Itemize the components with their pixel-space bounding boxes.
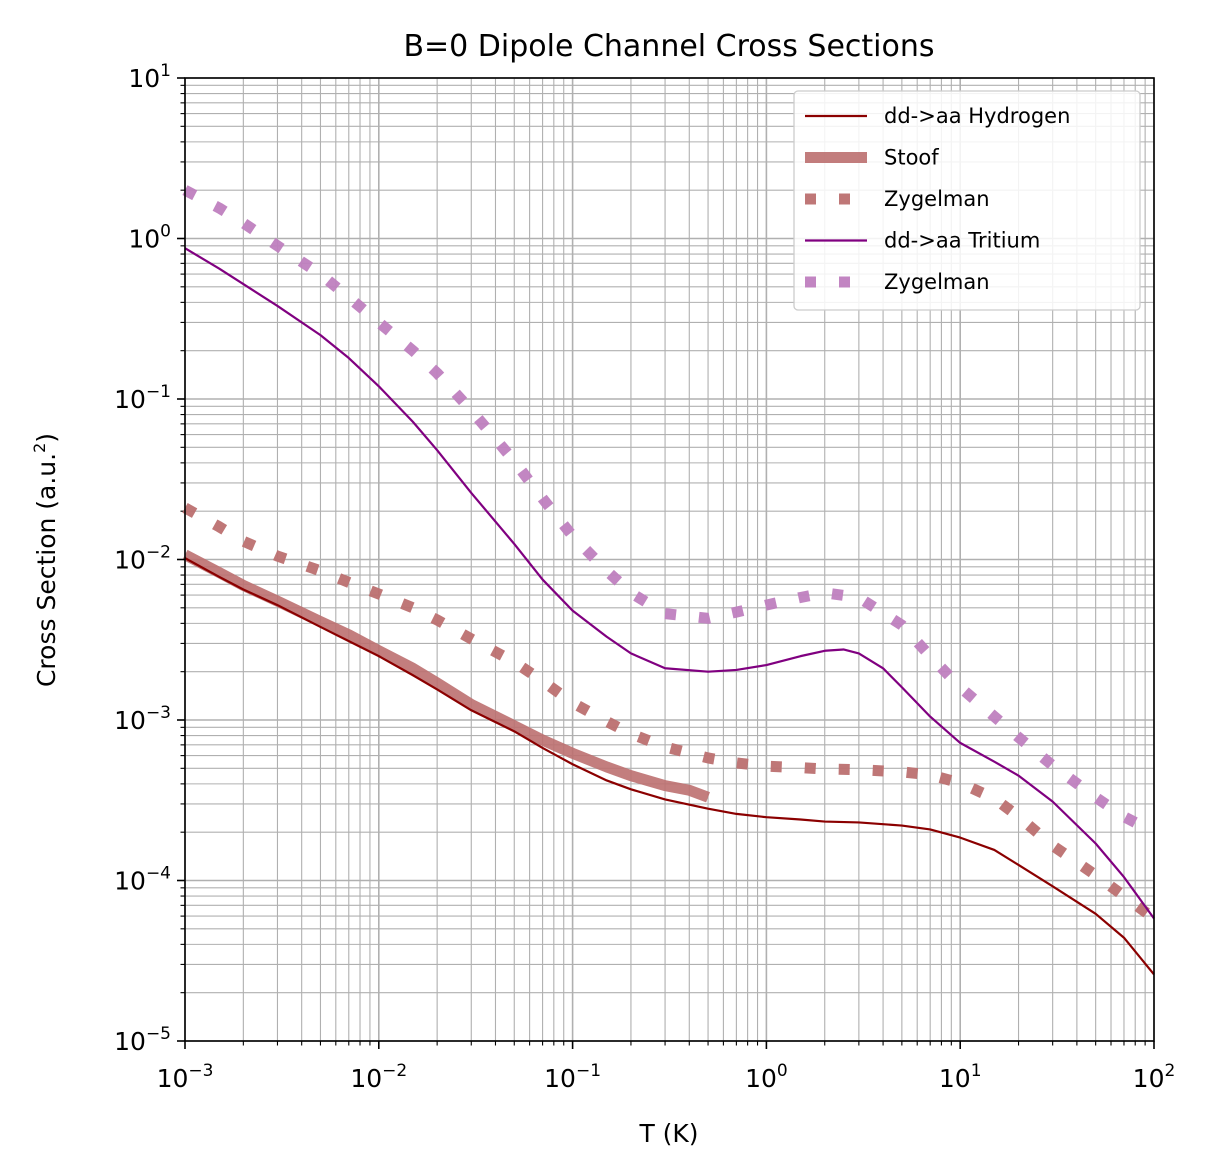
x-tick-label: 10−1 — [544, 1061, 601, 1093]
y-tick-exponent: −4 — [146, 864, 171, 884]
series-line-dd-aa-hydrogen-0 — [184, 557, 1155, 976]
y-tick-exponent: −3 — [146, 703, 171, 723]
x-tick-exponent: −1 — [576, 1061, 601, 1081]
y-tick-label: 10−5 — [114, 1024, 171, 1056]
x-tick-label: 10−3 — [157, 1061, 214, 1093]
x-tick-base: 10 — [1133, 1064, 1165, 1093]
legend: dd->aa Hydrogen Stoof Zygelman dd->aa Tri… — [793, 90, 1141, 311]
legend-label: dd->aa Hydrogen — [884, 104, 1070, 128]
x-axis-label: T (K) — [638, 1119, 698, 1148]
x-tick-exponent: −2 — [382, 1061, 407, 1081]
x-tick-labels: 10−3 10−2 10−1 100 101 102 — [157, 1061, 1176, 1093]
x-tick-base: 10 — [350, 1064, 382, 1093]
legend-label: Zygelman — [884, 270, 990, 294]
y-tick-exponent: −2 — [146, 543, 171, 563]
y-tick-base: 10 — [114, 706, 146, 735]
y-tick-base: 10 — [114, 1027, 146, 1056]
legend-label: Stoof — [884, 146, 939, 170]
y-tick-label: 10−3 — [114, 703, 171, 735]
y-tick-exponent: −5 — [146, 1024, 171, 1044]
y-axis-label: Cross Section (a.u.2) — [30, 433, 61, 687]
y-tick-exponent: 0 — [160, 222, 171, 242]
legend-label: dd->aa Tritium — [884, 229, 1040, 253]
x-tick-base: 10 — [157, 1064, 189, 1093]
y-tick-label: 10−2 — [114, 543, 171, 575]
x-tick-base: 10 — [939, 1064, 971, 1093]
y-tick-label: 10−4 — [114, 864, 171, 896]
major-ticks — [177, 77, 1155, 1049]
y-tick-label: 100 — [128, 222, 171, 254]
x-tick-base: 10 — [745, 1064, 777, 1093]
x-tick-label: 101 — [939, 1061, 982, 1093]
y-axis-label-main: Cross Section (a.u. — [32, 453, 61, 687]
legend-box — [793, 90, 1141, 311]
x-tick-exponent: 2 — [1164, 1061, 1175, 1081]
y-axis-label-sup: 2 — [30, 443, 49, 453]
x-tick-base: 10 — [544, 1064, 576, 1093]
series-layer — [182, 185, 1158, 976]
legend-label: Zygelman — [884, 187, 990, 211]
y-tick-exponent: 1 — [160, 61, 171, 81]
y-axis-label-end: ) — [32, 433, 61, 443]
series-line-stoof-1 — [182, 549, 710, 803]
y-tick-label: 101 — [128, 61, 171, 93]
y-tick-base: 10 — [128, 225, 160, 254]
x-tick-label: 10−2 — [350, 1061, 407, 1093]
y-tick-label: 10−1 — [114, 382, 171, 414]
y-tick-base: 10 — [114, 385, 146, 414]
y-tick-base: 10 — [114, 867, 146, 896]
chart-title: B=0 Dipole Channel Cross Sections — [403, 29, 934, 64]
series-line-zygelman-4 — [182, 185, 1157, 838]
x-tick-exponent: 0 — [777, 1061, 788, 1081]
x-tick-label: 102 — [1133, 1061, 1176, 1093]
y-tick-base: 10 — [114, 546, 146, 575]
series-line-zygelman-2 — [182, 502, 1158, 923]
x-tick-exponent: 1 — [971, 1061, 982, 1081]
y-tick-exponent: −1 — [146, 382, 171, 402]
x-tick-exponent: −3 — [188, 1061, 213, 1081]
series-line-dd-aa-tritium-3 — [184, 247, 1155, 920]
x-tick-label: 100 — [745, 1061, 788, 1093]
y-tick-base: 10 — [128, 64, 160, 93]
